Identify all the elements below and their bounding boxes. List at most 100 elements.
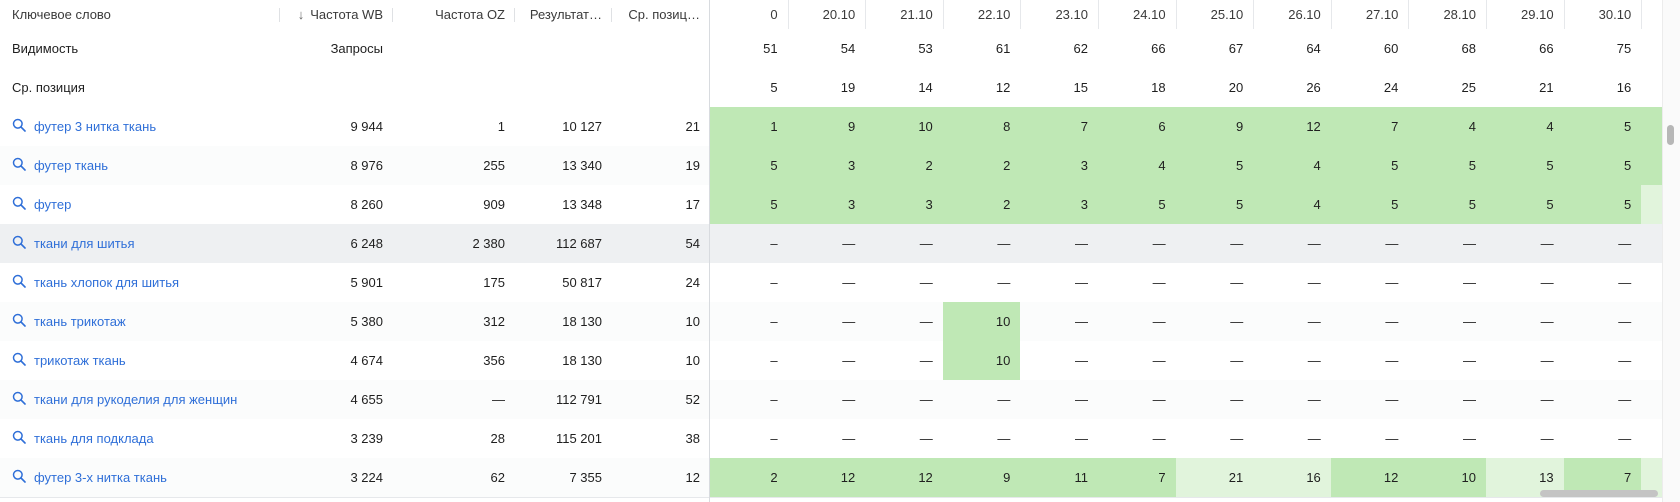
position-cell: 10	[942, 341, 1021, 380]
keyword-link[interactable]: футер 3-х нитка ткань	[34, 470, 167, 485]
header-date[interactable]: 22.10	[942, 0, 1021, 29]
keyword-cell[interactable]: трикотаж ткань	[0, 341, 280, 380]
position-cell: —	[842, 236, 856, 251]
position-cell: —	[919, 275, 933, 290]
keyword-cell[interactable]: ткань хлопок для шитья	[0, 263, 280, 302]
position-cell: 12	[1330, 458, 1409, 497]
search-icon[interactable]	[0, 118, 34, 135]
search-icon[interactable]	[0, 235, 34, 252]
table-row[interactable]: футер 3-х нитка ткань 3 224 62 7 355 12 2 12 12…	[0, 458, 1662, 498]
header-date[interactable]: 31.10	[1641, 0, 1662, 29]
keyword-cell[interactable]: ткани для шитья	[0, 224, 280, 263]
vertical-scrollbar[interactable]	[1662, 0, 1680, 502]
position-cell: —	[1462, 392, 1476, 407]
header-date-label: 27.10	[1365, 7, 1399, 22]
position-cell: —	[1462, 431, 1476, 446]
position-cell: —	[1074, 236, 1088, 251]
keyword-link[interactable]: ткани для шитья	[34, 236, 135, 251]
keyword-link[interactable]: трикотаж ткань	[34, 353, 126, 368]
table-row[interactable]: ткань хлопок для шитья 5 901 175 50 817 24 – —…	[0, 263, 1662, 303]
header-date[interactable]: 20.10	[787, 0, 866, 29]
header-date-label: 23.10	[1055, 7, 1088, 22]
position-cell: —	[1230, 314, 1244, 329]
header-date[interactable]: 30.10	[1563, 0, 1642, 29]
header-date[interactable]: 24.10	[1098, 0, 1176, 29]
keyword-link[interactable]: футер 3 нитка ткань	[34, 119, 157, 134]
keyword-link[interactable]: футер	[34, 197, 72, 212]
search-icon[interactable]	[0, 274, 34, 291]
summary-value: 66	[1539, 41, 1554, 56]
keyword-link[interactable]: ткань хлопок для шитья	[34, 275, 180, 290]
table-row[interactable]: ткань для подклада 3 239 28 115 201 38 – — — — — —…	[0, 419, 1662, 459]
column-resizer[interactable]	[392, 8, 393, 22]
position-cell: —	[1540, 314, 1554, 329]
table-row[interactable]: трикотаж ткань 4 674 356 18 130 10 – — — 10 — — — — —…	[0, 341, 1662, 381]
keyword-cell[interactable]: футер 3 нитка ткань	[0, 107, 280, 146]
search-icon[interactable]	[0, 430, 34, 447]
table-row[interactable]: футер 3 нитка ткань 9 944 1 10 127 21 1 9 10 8 7 6…	[0, 107, 1662, 147]
avg-position-cell: 52	[685, 392, 700, 407]
position-cell: 5	[710, 185, 788, 224]
position-cell: —	[1462, 236, 1476, 251]
summary-sublabel	[280, 68, 393, 107]
position-cell: 5	[1563, 107, 1642, 146]
header-results[interactable]: Результат…	[515, 0, 612, 29]
position-cell: —	[1385, 431, 1399, 446]
summary-value: 20	[1228, 80, 1244, 95]
search-icon[interactable]	[0, 196, 34, 213]
header-freq-wb[interactable]: ↓ Частота WB	[280, 0, 393, 29]
column-resizer[interactable]	[514, 8, 515, 22]
search-icon[interactable]	[0, 469, 34, 486]
position-cell: 9	[942, 458, 1021, 497]
keyword-cell[interactable]: ткань для подклада	[0, 419, 280, 458]
freq-wb-cell: 8 260	[350, 197, 383, 212]
summary-value: 21	[1539, 80, 1554, 95]
freq-oz-cell: 175	[483, 275, 505, 290]
keyword-link[interactable]: футер ткань	[34, 158, 109, 173]
column-resizer[interactable]	[611, 8, 612, 22]
header-date[interactable]: 29.10	[1486, 0, 1564, 29]
results-cell: 13 340	[562, 158, 602, 173]
keyword-link[interactable]: ткань для подклада	[34, 431, 154, 446]
header-avg-position[interactable]: Ср. позиц…	[612, 0, 710, 29]
keyword-cell[interactable]: футер 3-х нитка ткань	[0, 458, 280, 497]
position-cell: —	[919, 314, 933, 329]
column-resizer[interactable]	[279, 8, 280, 22]
position-cell: 3	[865, 185, 943, 224]
header-date[interactable]: 27.10	[1330, 0, 1409, 29]
keyword-cell[interactable]: футер ткань	[0, 146, 280, 185]
summary-value: 10	[1641, 68, 1662, 107]
search-icon[interactable]	[0, 391, 34, 408]
keyword-cell[interactable]: ткани для рукоделия для женщин	[0, 380, 280, 419]
table-row[interactable]: ткань трикотаж 5 380 312 18 130 10 – — — 10 — — — — —…	[0, 302, 1662, 342]
results-cell: 7 355	[569, 470, 602, 485]
position-cell: —	[1385, 353, 1399, 368]
position-cell: —	[1462, 275, 1476, 290]
header-date[interactable]: 28.10	[1408, 0, 1486, 29]
position-cell: —	[842, 392, 856, 407]
position-cell: —	[842, 431, 856, 446]
search-icon[interactable]	[0, 313, 34, 330]
header-date[interactable]: 0	[710, 0, 788, 29]
horizontal-scrollbar-thumb[interactable]	[1540, 490, 1658, 497]
sort-desc-icon[interactable]: ↓	[297, 7, 305, 22]
position-cell: —	[1307, 314, 1321, 329]
keyword-cell[interactable]: ткань трикотаж	[0, 302, 280, 341]
header-date[interactable]: 25.10	[1175, 0, 1254, 29]
vertical-scrollbar-thumb[interactable]	[1667, 125, 1674, 145]
header-freq-oz[interactable]: Частота OZ	[393, 0, 515, 29]
keyword-cell[interactable]: футер	[0, 185, 280, 224]
table-row[interactable]: ткани для шитья 6 248 2 380 112 687 54 – — — — — —…	[0, 224, 1662, 264]
keyword-link[interactable]: ткань трикотаж	[34, 314, 126, 329]
search-icon[interactable]	[0, 352, 34, 369]
table-row[interactable]: ткани для рукоделия для женщин 4 655 — 112 …	[0, 380, 1662, 420]
header-keyword[interactable]: Ключевое слово	[0, 0, 280, 29]
header-date[interactable]: 26.10	[1253, 0, 1331, 29]
keyword-link[interactable]: ткани для рукоделия для женщин	[34, 392, 238, 407]
header-date[interactable]: 23.10	[1020, 0, 1098, 29]
header-date[interactable]: 21.10	[865, 0, 943, 29]
search-icon[interactable]	[0, 157, 34, 174]
position-cell: 5	[1330, 185, 1409, 224]
